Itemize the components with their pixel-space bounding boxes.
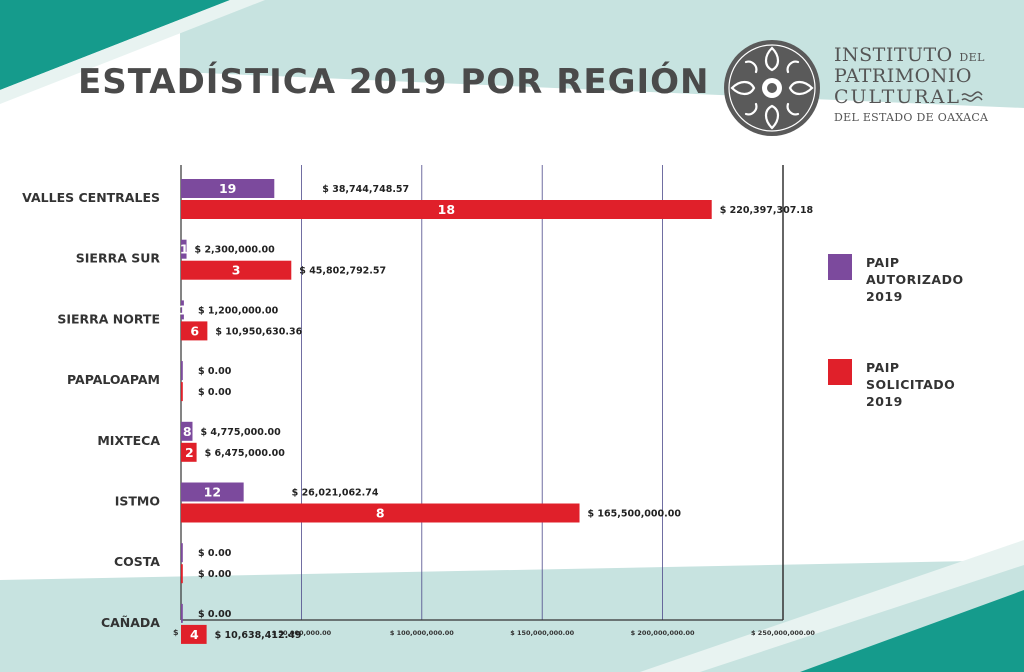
- logo-line4: DEL ESTADO DE OAXACA: [834, 111, 989, 124]
- bar-value-label: $ 0.00: [198, 548, 232, 559]
- bar-value-label: $ 1,200,000.00: [198, 305, 279, 316]
- bar-solicitado: [181, 503, 580, 523]
- category-label: ISTMO: [115, 494, 160, 509]
- legend-swatch-autorizado: [828, 254, 852, 280]
- bar-value-label: $ 165,500,000.00: [588, 509, 682, 520]
- legend-label-line2: SOLICITADO 2019: [866, 377, 956, 409]
- bar-solicitado: [181, 564, 183, 584]
- bar-value-label: $ 0.00: [198, 609, 232, 620]
- bar-value-label: $ 38,744,748.57: [322, 184, 409, 195]
- bar-count-label: 1: [180, 242, 189, 257]
- bar-value-label: $ 10,950,630.36: [215, 326, 302, 337]
- bar-count-label: 18: [438, 202, 455, 217]
- x-tick-label: $ 250,000,000.00: [751, 629, 815, 637]
- category-label: PAPALOAPAM: [67, 372, 160, 387]
- bar-solicitado: [181, 624, 207, 644]
- bar-autorizado: [181, 239, 187, 259]
- bar-value-label: $ 2,300,000.00: [195, 245, 276, 256]
- institute-name: INSTITUTO DEL PATRIMONIO CULTURAL DEL ES…: [834, 44, 989, 124]
- bar-value-label: $ 10,638,412.49: [215, 630, 302, 641]
- bar-value-label: $ 0.00: [198, 366, 232, 377]
- institute-logo-icon: [724, 40, 820, 136]
- bar-autorizado: [181, 361, 183, 381]
- category-label: CAÑADA: [101, 615, 160, 630]
- legend-swatch-solicitado: [828, 359, 852, 385]
- bar-autorizado: [181, 603, 183, 623]
- bar-value-label: $ 0.00: [198, 387, 232, 398]
- bar-solicitado: [181, 200, 712, 219]
- logo-line3: CULTURAL: [834, 86, 961, 108]
- category-label: MIXTECA: [97, 433, 160, 448]
- bar-autorizado: [181, 543, 183, 563]
- logo-line2: PATRIMONIO: [834, 65, 972, 87]
- logo-line1-main: INSTITUTO: [834, 44, 953, 66]
- bar-autorizado: [181, 421, 193, 441]
- bar-solicitado: [181, 442, 197, 462]
- bar-solicitado: [181, 260, 292, 280]
- logo-line1-small: DEL: [959, 51, 985, 64]
- category-label: VALLES CENTRALES: [22, 190, 160, 205]
- category-label: SIERRA SUR: [76, 251, 161, 266]
- bar-solicitado: [181, 382, 183, 402]
- bg-corner-bottom-right: [800, 590, 1024, 672]
- legend-label-line1: PAIP: [866, 255, 900, 270]
- bar-value-label: $ 45,802,792.57: [299, 266, 386, 277]
- bar-count-label: 4: [190, 627, 199, 642]
- bar-solicitado: [181, 321, 208, 341]
- bg-strip-top: [0, 0, 265, 104]
- bar-value-label: $ 26,021,062.74: [292, 488, 379, 499]
- x-tick-label: $ 200,000,000.00: [631, 629, 695, 637]
- bar-count-label: 12: [204, 485, 221, 500]
- bar-count-label: 2: [185, 445, 194, 460]
- bar-autorizado: [181, 482, 244, 502]
- bar-value-label: $ 6,475,000.00: [205, 448, 286, 459]
- logo-wave-icon: [961, 91, 983, 102]
- bar-count-label: 8: [376, 506, 385, 521]
- bg-strip-bottom: [640, 540, 1024, 672]
- bar-value-label: $ 0.00: [198, 569, 232, 580]
- bar-autorizado: [181, 300, 184, 320]
- category-label: SIERRA NORTE: [57, 311, 160, 326]
- bar-value-label: $ 4,775,000.00: [200, 427, 281, 438]
- bar-count-label: 1: [179, 302, 188, 317]
- category-label: COSTA: [114, 554, 160, 569]
- bar-count-label: 8: [183, 424, 192, 439]
- x-tick-label: $ 150,000,000.00: [510, 629, 574, 637]
- bar-count-label: 19: [219, 181, 236, 196]
- x-tick-label: $ 100,000,000.00: [390, 629, 454, 637]
- legend-label-line2: AUTORIZADO 2019: [866, 272, 964, 304]
- page-title: ESTADÍSTICA 2019 POR REGIÓN: [78, 62, 710, 102]
- bar-count-label: 6: [190, 323, 199, 338]
- bar-value-label: $ 220,397,307.18: [720, 205, 814, 216]
- bar-count-label: 3: [232, 263, 241, 278]
- bar-autorizado: [181, 179, 275, 198]
- x-tick-label: $ 50,000,000.00: [272, 629, 332, 637]
- legend-label-line1: PAIP: [866, 360, 900, 375]
